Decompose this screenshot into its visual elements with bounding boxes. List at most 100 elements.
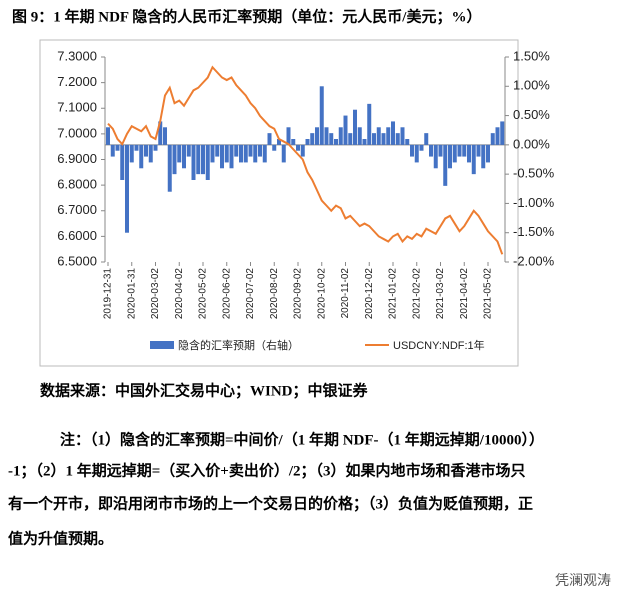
note-line: 有一个开市，即沿用闭市市场的上一个交易日的价格；（3）负值为贬值预期，正	[8, 494, 533, 512]
bar	[234, 144, 239, 157]
bar	[286, 127, 291, 145]
bar	[353, 109, 357, 145]
bar	[224, 144, 229, 163]
bar	[205, 144, 210, 180]
bar	[220, 144, 224, 169]
y-tick-label: 6.7000	[57, 202, 97, 217]
y-tick-label: 6.6000	[57, 228, 97, 243]
bar	[310, 133, 315, 145]
bar	[486, 144, 490, 163]
bar	[243, 144, 248, 163]
bar	[448, 144, 452, 169]
source: 数据来源：中国外汇交易中心；WIND；中银证券	[40, 381, 369, 399]
note-line: 注：（1）隐含的汇率预期=中间价/（1 年期 NDF-（1 年期远掉期/1000…	[60, 430, 544, 448]
x-tick-label: 2020-03-02	[150, 268, 161, 320]
x-tick-label: 2020-06-02	[221, 268, 232, 320]
bar	[334, 139, 338, 145]
bar	[381, 133, 386, 145]
x-tick-label: 2021-04-02	[459, 268, 470, 320]
bar	[343, 115, 348, 145]
bar	[186, 144, 191, 157]
bar	[433, 144, 438, 169]
bar	[457, 144, 462, 157]
note-line: 值为升值预期。	[8, 529, 113, 547]
line	[107, 65, 504, 255]
x-tick-label: 2021-03-02	[435, 268, 446, 320]
bar	[500, 121, 505, 145]
y-tick-label: 7.3000	[57, 48, 97, 63]
y2-tick-label: -1.50%	[513, 224, 555, 239]
y-tick-label: 7.1000	[57, 100, 97, 115]
bar	[281, 144, 286, 163]
bar	[129, 144, 134, 163]
bar	[291, 139, 296, 145]
bar	[357, 127, 362, 145]
bar	[419, 144, 424, 151]
bar	[452, 144, 457, 163]
bar	[296, 144, 300, 151]
legend-swatch	[150, 341, 174, 349]
y2-tick-label: -1.00%	[513, 195, 555, 210]
x-tick-label: 2021-01-02	[388, 268, 399, 320]
bar	[106, 127, 110, 145]
bar	[144, 144, 148, 157]
bar	[182, 144, 186, 169]
bar	[167, 144, 172, 192]
y2-tick-label: 0.50%	[513, 107, 550, 122]
y2-tick-label: -2.00%	[513, 253, 555, 268]
watermark: 凭澜观涛	[555, 573, 611, 589]
bar	[315, 127, 319, 145]
y2-tick-label: -0.50%	[513, 166, 555, 181]
bar	[139, 144, 144, 169]
bar	[215, 144, 220, 157]
x-tick-label: 2021-02-02	[411, 268, 422, 320]
bar	[115, 144, 120, 151]
x-tick-label: 2020-01-31	[126, 268, 137, 320]
bar	[248, 144, 253, 157]
bar	[158, 121, 163, 145]
bar	[134, 144, 139, 151]
bar	[272, 144, 277, 151]
bar	[196, 144, 201, 175]
bar	[362, 139, 367, 145]
bar	[163, 127, 167, 145]
bar	[262, 144, 267, 163]
bar	[148, 144, 153, 163]
bar	[277, 139, 281, 145]
x-tick-label: 2020-10-02	[316, 268, 327, 320]
y-tick-label: 6.8000	[57, 177, 97, 192]
y-tick-label: 6.9000	[57, 151, 97, 166]
bar	[305, 139, 310, 145]
bar	[376, 127, 381, 145]
legend-label: USDCNY:NDF:1年	[393, 338, 485, 352]
bar	[490, 133, 495, 145]
y2-tick-label: 1.50%	[513, 48, 550, 63]
bar	[300, 144, 305, 157]
x-tick-label: 2020-09-02	[293, 268, 304, 320]
bar	[391, 121, 395, 145]
bar	[410, 144, 414, 157]
bar	[476, 144, 481, 157]
bar	[120, 144, 125, 180]
bar	[462, 144, 467, 157]
bar	[405, 139, 410, 145]
bar	[367, 103, 372, 145]
x-tick-label: 2020-08-02	[269, 268, 280, 320]
bar	[110, 144, 115, 157]
chart-frame	[39, 39, 519, 367]
bar	[372, 133, 376, 145]
y-tick-label: 6.5000	[57, 253, 97, 268]
x-tick-label: 2020-07-02	[245, 268, 256, 320]
bar	[400, 127, 405, 145]
bar	[153, 144, 158, 151]
bar	[338, 127, 343, 145]
bar	[424, 133, 429, 145]
y-tick-label: 7.2000	[57, 74, 97, 89]
bar	[443, 144, 448, 186]
bar	[495, 127, 500, 145]
bar	[438, 144, 443, 157]
bar	[177, 144, 182, 163]
x-tick-label: 2020-12-02	[364, 268, 375, 320]
bar	[267, 133, 272, 145]
bar	[239, 144, 243, 163]
